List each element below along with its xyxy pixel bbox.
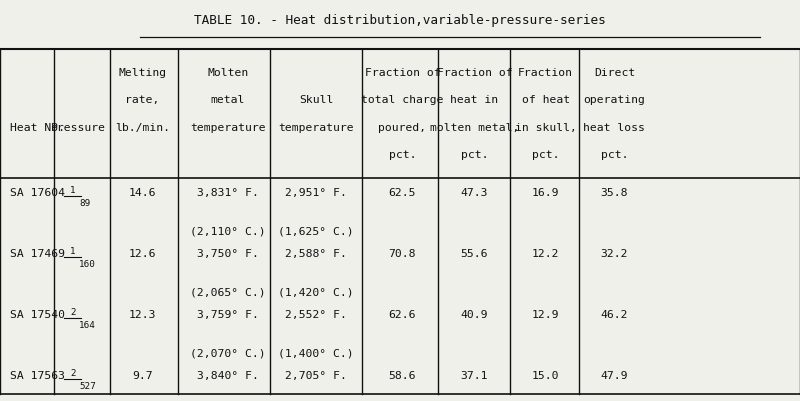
- Text: 2,951° F.: 2,951° F.: [285, 188, 347, 198]
- Text: in skull,: in skull,: [514, 123, 577, 133]
- Text: total charge: total charge: [361, 95, 444, 105]
- Text: 3,840° F.: 3,840° F.: [197, 371, 259, 381]
- Text: (1,400° C.): (1,400° C.): [278, 348, 354, 358]
- Text: SA 17563: SA 17563: [10, 371, 65, 381]
- Text: metal: metal: [211, 95, 245, 105]
- Text: 2: 2: [70, 308, 76, 317]
- Text: 2,588° F.: 2,588° F.: [285, 249, 347, 259]
- Text: 12.2: 12.2: [532, 249, 559, 259]
- Text: TABLE 10. - Heat distribution,variable-pressure-series: TABLE 10. - Heat distribution,variable-p…: [194, 14, 606, 27]
- Text: 55.6: 55.6: [461, 249, 488, 259]
- Text: 47.9: 47.9: [601, 371, 628, 381]
- Text: lb./min.: lb./min.: [115, 123, 170, 133]
- Text: 527: 527: [79, 382, 96, 391]
- Text: Fraction of: Fraction of: [437, 68, 512, 78]
- Text: 2: 2: [70, 369, 76, 378]
- Text: Molten: Molten: [207, 68, 249, 78]
- Text: pct.: pct.: [461, 150, 488, 160]
- Text: poured,: poured,: [378, 123, 426, 133]
- Text: 89: 89: [79, 199, 90, 208]
- Text: 12.9: 12.9: [532, 310, 559, 320]
- Text: 1: 1: [70, 186, 76, 195]
- Text: 3,750° F.: 3,750° F.: [197, 249, 259, 259]
- Text: Fraction: Fraction: [518, 68, 573, 78]
- Text: 12.6: 12.6: [129, 249, 156, 259]
- Text: SA 17604: SA 17604: [10, 188, 65, 198]
- Text: temperature: temperature: [190, 123, 266, 133]
- Text: SA 17540: SA 17540: [10, 310, 65, 320]
- Text: 9.7: 9.7: [132, 371, 153, 381]
- Text: (1,625° C.): (1,625° C.): [278, 227, 354, 237]
- Text: operating: operating: [583, 95, 646, 105]
- Text: 58.6: 58.6: [389, 371, 416, 381]
- Text: Pressure: Pressure: [51, 123, 106, 133]
- Text: Skull: Skull: [299, 95, 333, 105]
- Text: 164: 164: [79, 321, 96, 330]
- Text: 2,705° F.: 2,705° F.: [285, 371, 347, 381]
- Text: (1,420° C.): (1,420° C.): [278, 288, 354, 298]
- Text: rate,: rate,: [126, 95, 159, 105]
- Text: 160: 160: [79, 260, 96, 269]
- Text: heat in: heat in: [450, 95, 498, 105]
- Text: pct.: pct.: [601, 150, 628, 160]
- Text: Fraction of: Fraction of: [365, 68, 440, 78]
- Text: (2,065° C.): (2,065° C.): [190, 288, 266, 298]
- Text: 46.2: 46.2: [601, 310, 628, 320]
- Text: heat loss: heat loss: [583, 123, 646, 133]
- Text: 70.8: 70.8: [389, 249, 416, 259]
- Text: 62.5: 62.5: [389, 188, 416, 198]
- Text: 2,552° F.: 2,552° F.: [285, 310, 347, 320]
- Text: Melting: Melting: [118, 68, 166, 78]
- Text: 1: 1: [70, 247, 76, 256]
- Text: temperature: temperature: [278, 123, 354, 133]
- Text: SA 17469: SA 17469: [10, 249, 65, 259]
- Text: of heat: of heat: [522, 95, 570, 105]
- Text: pct.: pct.: [532, 150, 559, 160]
- Text: 37.1: 37.1: [461, 371, 488, 381]
- Text: (2,070° C.): (2,070° C.): [190, 348, 266, 358]
- Text: 47.3: 47.3: [461, 188, 488, 198]
- Text: 12.3: 12.3: [129, 310, 156, 320]
- Text: 32.2: 32.2: [601, 249, 628, 259]
- Text: Heat No.: Heat No.: [10, 123, 65, 133]
- Text: 15.0: 15.0: [532, 371, 559, 381]
- Text: molten metal,: molten metal,: [430, 123, 519, 133]
- Text: 3,831° F.: 3,831° F.: [197, 188, 259, 198]
- Text: 16.9: 16.9: [532, 188, 559, 198]
- Text: (2,110° C.): (2,110° C.): [190, 227, 266, 237]
- Text: 40.9: 40.9: [461, 310, 488, 320]
- Text: 3,759° F.: 3,759° F.: [197, 310, 259, 320]
- Text: 62.6: 62.6: [389, 310, 416, 320]
- Text: 35.8: 35.8: [601, 188, 628, 198]
- Text: Direct: Direct: [594, 68, 635, 78]
- Text: pct.: pct.: [389, 150, 416, 160]
- Text: 14.6: 14.6: [129, 188, 156, 198]
